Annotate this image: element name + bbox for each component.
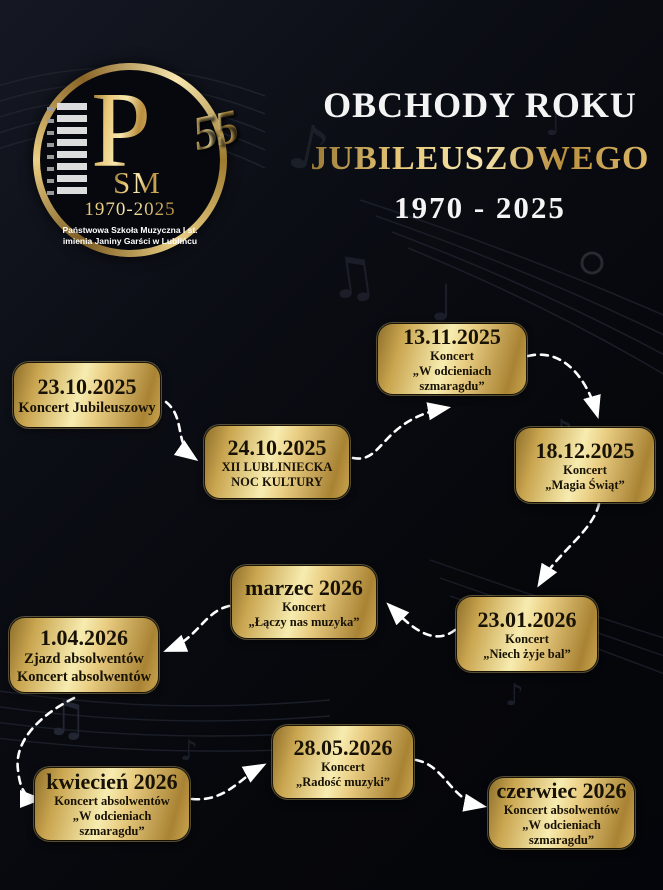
event-badge-1-04-2026: 1.04.2026 Zjazd absolwentów Koncert abso… bbox=[10, 618, 158, 692]
event-line: „Magia Świąt” bbox=[545, 477, 625, 492]
event-line: Koncert bbox=[282, 599, 326, 614]
title-line2: JUBILEUSZOWEGO bbox=[300, 140, 660, 178]
school-name-line1: Państwowa Szkoła Muzyczna I st. bbox=[62, 225, 198, 235]
event-badge-23-01-2026: 23.01.2026 Koncert „Niech żyje bal” bbox=[457, 597, 597, 671]
event-date: 23.10.2025 bbox=[37, 373, 137, 399]
event-date: 1.04.2026 bbox=[40, 624, 128, 650]
poster-title: OBCHODY ROKU JUBILEUSZOWEGO 1970 - 2025 bbox=[300, 84, 660, 226]
event-line: Zjazd absolwentów bbox=[24, 650, 144, 667]
school-name: Państwowa Szkoła Muzyczna I st. imienia … bbox=[33, 225, 227, 246]
school-name-line2: imienia Janiny Garści w Lublińcu bbox=[62, 235, 198, 246]
event-date: 28.05.2026 bbox=[293, 734, 393, 760]
svg-text:♪: ♪ bbox=[505, 678, 524, 713]
piano-keys-icon bbox=[47, 107, 54, 195]
event-line: „Radość muzyki” bbox=[295, 774, 391, 789]
event-date: 24.10.2025 bbox=[227, 434, 327, 460]
logo-letters-sm: SM bbox=[113, 165, 162, 200]
event-date: 18.12.2025 bbox=[535, 437, 635, 463]
event-badge-18-12-2025: 18.12.2025 Koncert „Magia Świąt” bbox=[516, 428, 654, 502]
event-date: 23.01.2026 bbox=[477, 606, 577, 632]
event-badge-28-05-2026: 28.05.2026 Koncert „Radość muzyki” bbox=[273, 726, 413, 798]
svg-text:♫: ♫ bbox=[323, 243, 382, 314]
event-line: Koncert bbox=[321, 759, 365, 774]
event-line: „Łączy nas muzyka” bbox=[248, 614, 360, 629]
arrow-5-to-6 bbox=[386, 602, 457, 638]
event-line: „W odcieniach szmaragdu” bbox=[522, 818, 601, 847]
event-line: Koncert absolwentów bbox=[503, 803, 620, 817]
arrow-3-to-4 bbox=[526, 353, 601, 419]
event-date: kwiecień 2026 bbox=[46, 769, 178, 794]
event-line: „W odcieniach szmaragdu” bbox=[72, 809, 152, 838]
event-badge-23-10-2025: 23.10.2025 Koncert Jubileuszowy bbox=[14, 363, 160, 427]
event-badge-marzec-2026: marzec 2026 Koncert „Łączy nas muzyka” bbox=[232, 566, 376, 638]
event-line: Koncert bbox=[430, 349, 474, 363]
event-line: Koncert bbox=[505, 631, 549, 646]
event-badge-13-11-2025: 13.11.2025 Koncert „W odcieniach szmarag… bbox=[378, 324, 526, 394]
logo-years: 1970-2025 bbox=[33, 199, 227, 221]
event-line: „W odcieniach szmaragdu” bbox=[412, 364, 492, 393]
svg-text:♪: ♪ bbox=[180, 734, 198, 767]
logo-letter-p: P bbox=[91, 71, 152, 190]
event-badge-czerwiec-2026: czerwiec 2026 Koncert absolwentów „W odc… bbox=[489, 778, 634, 848]
event-line: Koncert absolwentów bbox=[54, 794, 170, 808]
title-line3: 1970 - 2025 bbox=[394, 190, 566, 225]
arrow-2-to-3 bbox=[351, 402, 452, 460]
event-line: „Niech żyje bal” bbox=[483, 646, 571, 661]
event-line: Koncert Jubileuszowy bbox=[18, 399, 156, 416]
arrow-1-to-2 bbox=[164, 400, 199, 461]
event-line: NOC KULTURY bbox=[231, 474, 323, 489]
arrow-4-to-5 bbox=[537, 502, 601, 588]
event-date: 13.11.2025 bbox=[403, 324, 501, 349]
event-badge-24-10-2025: 24.10.2025 XII LUBLINIECKA NOC KULTURY bbox=[205, 426, 349, 498]
arrow-8-to-9 bbox=[190, 763, 267, 801]
event-date: marzec 2026 bbox=[245, 574, 363, 600]
event-line: Koncert bbox=[563, 462, 607, 477]
title-line1: OBCHODY ROKU bbox=[323, 85, 637, 125]
event-date: czerwiec 2026 bbox=[496, 778, 627, 803]
svg-text:♫: ♫ bbox=[45, 691, 88, 747]
event-line: XII LUBLINIECKA bbox=[221, 459, 333, 474]
arrow-9-to-10 bbox=[414, 758, 488, 812]
event-line: Koncert absolwentów bbox=[16, 668, 152, 685]
school-logo: P SM 1970-2025 Państwowa Szkoła Muzyczna… bbox=[33, 63, 242, 257]
piano-keys-icon bbox=[57, 103, 87, 199]
arrow-6-to-7 bbox=[163, 604, 231, 652]
event-badge-kwiecien-2026: kwiecień 2026 Koncert absolwentów „W odc… bbox=[35, 768, 189, 840]
